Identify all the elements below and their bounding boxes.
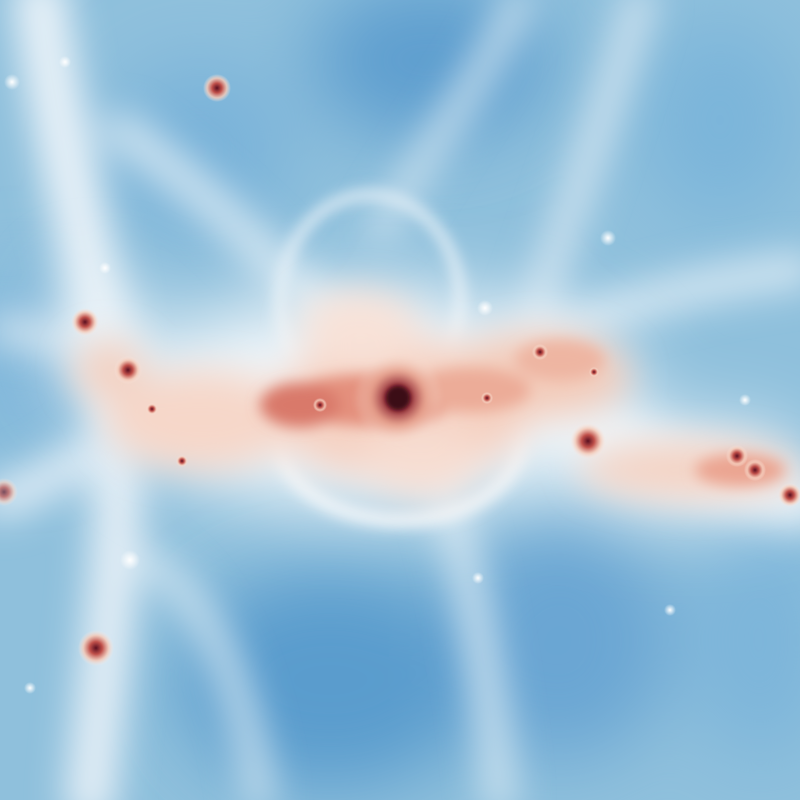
bright-specks (4, 56, 751, 694)
central-halo (353, 353, 443, 443)
satellite-halos (0, 74, 800, 666)
